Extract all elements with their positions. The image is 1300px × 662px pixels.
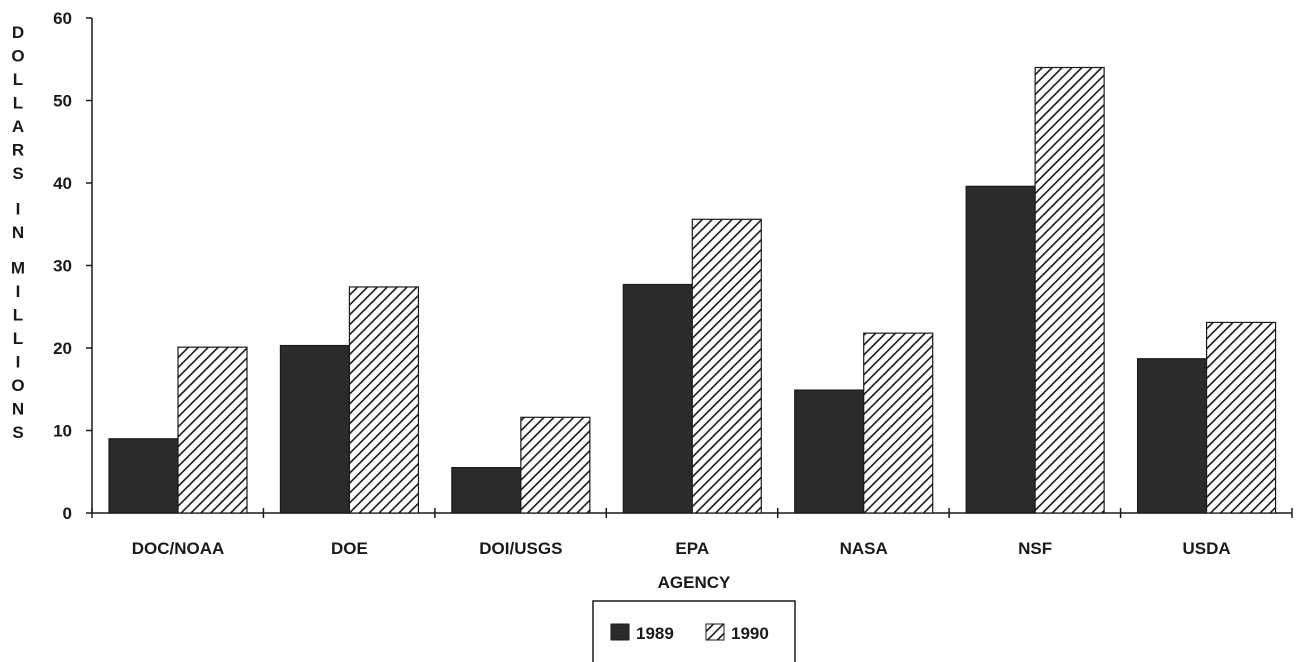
bar-1989-doe: [279, 344, 351, 514]
y-tick-label: 20: [53, 339, 72, 358]
legend: 1989 1990: [592, 600, 796, 662]
y-axis-title: D O L L A R S I N M I L L I O N S: [11, 23, 25, 442]
bar-1990-doi-usgs: [520, 416, 591, 514]
y-tick-label: 60: [53, 9, 72, 28]
y-tick-label: 0: [63, 504, 72, 523]
legend-label-1989: 1989: [636, 624, 674, 643]
bars: [108, 66, 1277, 514]
bar-1990-doe: [348, 286, 420, 514]
bar-1989-nasa: [794, 389, 865, 514]
bar-1990-nasa: [863, 332, 934, 514]
y-tick-label: 10: [53, 422, 72, 441]
x-tick-label: DOI/USGS: [479, 539, 562, 558]
x-tick-label: USDA: [1182, 539, 1230, 558]
y-axis: 0 10 20 30 40 50 60: [53, 9, 93, 523]
y-tick-label: 30: [53, 257, 72, 276]
bar-1989-epa: [622, 283, 693, 514]
bar-1990-nsf: [1034, 66, 1105, 514]
x-axis-title: AGENCY: [658, 573, 731, 592]
bar-1989-nsf: [965, 185, 1036, 514]
bar-1989-usda: [1136, 358, 1208, 514]
y-tick-label: 40: [53, 174, 72, 193]
x-tick-label: NSF: [1018, 539, 1052, 558]
bar-1990-epa: [691, 218, 762, 514]
legend-swatch-1990: [705, 623, 725, 641]
y-tick-label: 50: [53, 92, 72, 111]
category-labels: DOC/NOAA DOE DOI/USGS EPA NASA NSF USDA: [132, 539, 1231, 558]
x-tick-label: DOE: [331, 539, 368, 558]
bar-1990-doc-noaa: [177, 346, 248, 514]
legend-swatch-1989: [610, 623, 630, 641]
legend-label-1990: 1990: [731, 624, 769, 643]
bar-1989-doc-noaa: [108, 438, 179, 514]
x-tick-label: DOC/NOAA: [132, 539, 225, 558]
x-tick-label: NASA: [840, 539, 888, 558]
bar-1989-doi-usgs: [451, 467, 522, 514]
bar-1990-usda: [1205, 321, 1277, 514]
x-tick-label: EPA: [675, 539, 709, 558]
